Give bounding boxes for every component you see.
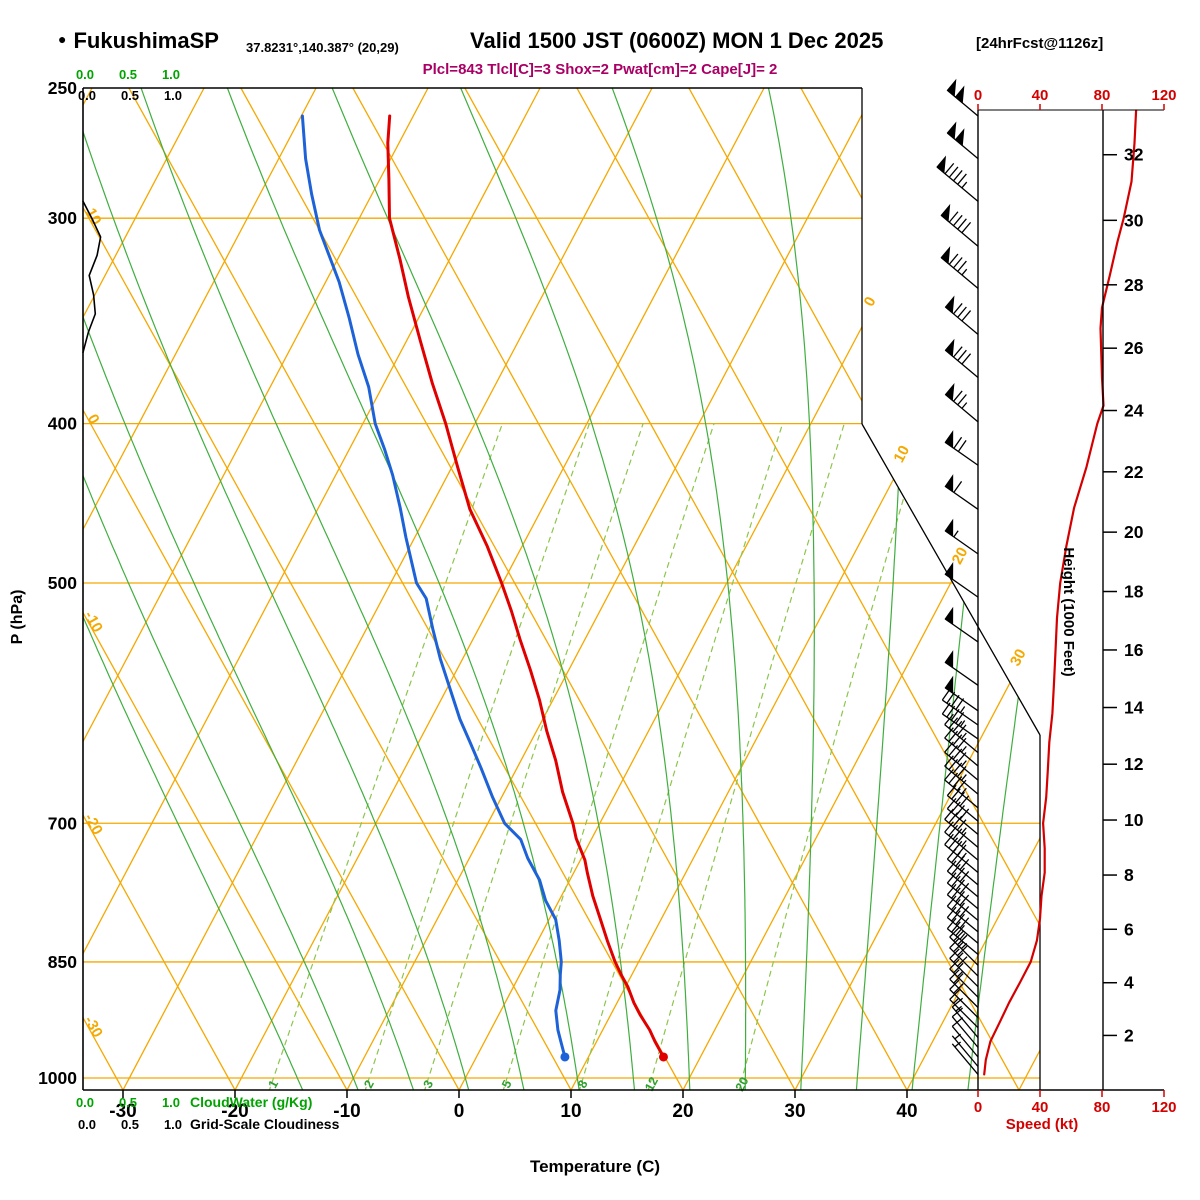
svg-text:0: 0 xyxy=(974,1099,982,1116)
svg-text:0.0: 0.0 xyxy=(76,1095,94,1110)
svg-text:40: 40 xyxy=(1032,87,1049,104)
svg-text:120: 120 xyxy=(1151,1099,1176,1116)
adiabat-labels: 10 0 -10 -20 -30 xyxy=(81,205,106,1040)
svg-text:32: 32 xyxy=(1124,145,1144,165)
svg-text:0.0: 0.0 xyxy=(76,67,94,82)
svg-text:10: 10 xyxy=(82,205,105,228)
svg-text:0: 0 xyxy=(861,294,880,309)
svg-text:300: 300 xyxy=(48,208,77,228)
svg-text:0.5: 0.5 xyxy=(121,1117,139,1132)
speed-axis: 0 0 40 40 80 80 120 120 Speed (kt) xyxy=(974,87,1177,1133)
svg-text:-30: -30 xyxy=(81,1013,106,1040)
svg-text:0: 0 xyxy=(84,411,103,427)
svg-text:Speed (kt): Speed (kt) xyxy=(1006,1116,1079,1133)
svg-text:30: 30 xyxy=(784,1101,805,1122)
svg-text:1.0: 1.0 xyxy=(164,1117,182,1132)
svg-text:12: 12 xyxy=(1124,754,1144,774)
station-bullet-icon: ● xyxy=(58,31,67,47)
forecast-tag: [24hrFcst@1126z] xyxy=(976,35,1104,52)
svg-text:Temperature (C): Temperature (C) xyxy=(530,1157,660,1176)
svg-text:500: 500 xyxy=(48,573,77,593)
svg-text:80: 80 xyxy=(1094,87,1111,104)
pressure-axis: 250 300 400 500 700 850 1000 P (hPa) xyxy=(9,78,77,1088)
svg-text:40: 40 xyxy=(896,1101,917,1122)
wind-speed-curve xyxy=(983,109,1138,1076)
valid-time: Valid 1500 JST (0600Z) MON 1 Dec 2025 xyxy=(470,28,884,53)
svg-text:6: 6 xyxy=(1124,919,1134,939)
svg-text:20: 20 xyxy=(1124,522,1144,542)
surface-temp-dot xyxy=(658,1052,668,1062)
svg-text:0.0: 0.0 xyxy=(78,88,96,103)
svg-text:24: 24 xyxy=(1124,401,1144,421)
svg-text:30: 30 xyxy=(1007,646,1030,669)
svg-text:0.0: 0.0 xyxy=(78,1117,96,1132)
svg-text:1.0: 1.0 xyxy=(164,88,182,103)
svg-text:30: 30 xyxy=(1124,210,1144,230)
svg-text:Height (1000 Feet): Height (1000 Feet) xyxy=(1060,547,1077,676)
svg-text:700: 700 xyxy=(48,813,77,833)
svg-text:20: 20 xyxy=(733,1075,752,1094)
sounding-curves xyxy=(300,114,665,1059)
stability-params: Plcl=843 Tlcl[C]=3 Shox=2 Pwat[cm]=2 Cap… xyxy=(422,61,778,78)
cloud-scale-top: 0.0 0.0 0.5 0.5 1.0 1.0 xyxy=(76,67,182,103)
mixing-ratio-lines xyxy=(268,423,926,1090)
svg-text:20: 20 xyxy=(672,1101,693,1122)
svg-text:1.0: 1.0 xyxy=(162,1095,180,1110)
station-name: FukushimaSP xyxy=(73,28,219,53)
svg-text:-20: -20 xyxy=(221,1101,248,1122)
svg-text:0.5: 0.5 xyxy=(119,67,137,82)
svg-text:0: 0 xyxy=(974,87,982,104)
cloudiness-curve xyxy=(82,200,102,354)
svg-text:Grid-Scale Cloudiness: Grid-Scale Cloudiness xyxy=(190,1116,340,1132)
svg-text:250: 250 xyxy=(48,78,77,98)
svg-text:0.5: 0.5 xyxy=(119,1095,137,1110)
svg-text:-30: -30 xyxy=(109,1101,136,1122)
temperature-axis: -30 -20 -10 0 10 20 30 40 Temperature (C) xyxy=(109,1090,918,1176)
svg-text:4: 4 xyxy=(1124,973,1134,993)
cloud-scale-bottom: 0.0 0.0 0.5 0.5 1.0 1.0 CloudWater (g/Kg) Grid-… xyxy=(76,1094,340,1132)
wind-barbs xyxy=(936,78,979,1075)
station-coords: 37.8231°,140.387° (20,29) xyxy=(246,40,399,55)
svg-text:1.0: 1.0 xyxy=(162,67,180,82)
plot-border xyxy=(82,87,1164,1091)
svg-text:CloudWater (g/Kg): CloudWater (g/Kg) xyxy=(190,1094,312,1110)
svg-text:0.5: 0.5 xyxy=(121,88,139,103)
svg-text:120: 120 xyxy=(1151,87,1176,104)
svg-text:22: 22 xyxy=(1124,462,1144,482)
svg-text:2: 2 xyxy=(1124,1025,1134,1045)
svg-text:P (hPa): P (hPa) xyxy=(9,590,26,645)
svg-text:10: 10 xyxy=(1124,810,1144,830)
svg-text:26: 26 xyxy=(1124,338,1144,358)
svg-text:1000: 1000 xyxy=(38,1068,77,1088)
svg-text:18: 18 xyxy=(1124,582,1144,602)
svg-text:28: 28 xyxy=(1124,275,1144,295)
svg-text:400: 400 xyxy=(48,414,77,434)
svg-text:0: 0 xyxy=(454,1101,465,1122)
surface-dewpoint-dot xyxy=(560,1052,570,1062)
grid xyxy=(83,88,1040,1090)
svg-text:80: 80 xyxy=(1094,1099,1111,1116)
svg-text:14: 14 xyxy=(1124,698,1144,718)
svg-text:20: 20 xyxy=(949,545,972,568)
svg-text:10: 10 xyxy=(560,1101,581,1122)
svg-text:850: 850 xyxy=(48,952,77,972)
svg-text:-10: -10 xyxy=(333,1101,360,1122)
svg-text:10: 10 xyxy=(890,443,913,466)
surface-markers xyxy=(560,1052,668,1062)
svg-text:-20: -20 xyxy=(81,811,106,838)
svg-text:16: 16 xyxy=(1124,640,1144,660)
svg-text:-10: -10 xyxy=(81,608,106,635)
station-title: ● FukushimaSP xyxy=(58,28,219,54)
moist-adiabats xyxy=(83,88,1040,1090)
svg-text:8: 8 xyxy=(1124,865,1134,885)
svg-text:12: 12 xyxy=(642,1075,661,1094)
svg-text:40: 40 xyxy=(1032,1099,1049,1116)
